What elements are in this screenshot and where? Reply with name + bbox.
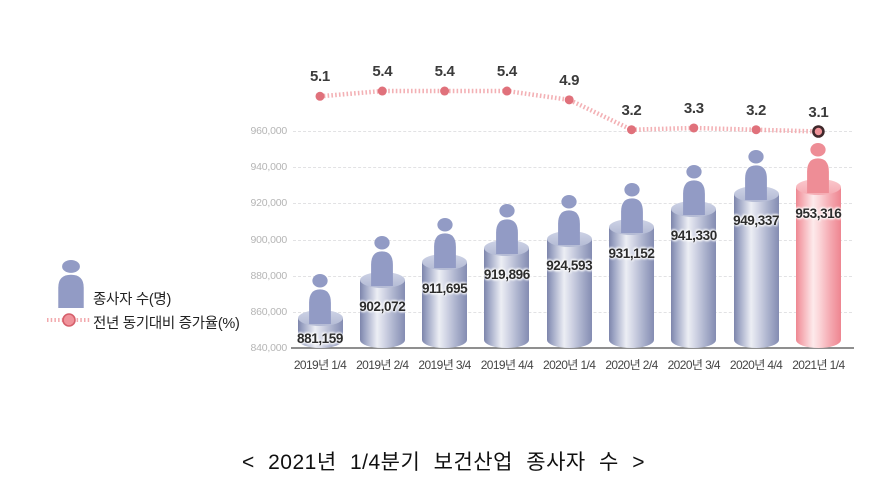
bar-value-label: 902,072 bbox=[359, 298, 406, 314]
person-icon bbox=[495, 203, 518, 254]
y-tick-label: 840,000 bbox=[250, 342, 287, 354]
line-point-label: 3.2 bbox=[746, 101, 767, 119]
bar-value-label: 911,695 bbox=[421, 281, 468, 297]
y-tick-label: 900,000 bbox=[250, 233, 287, 246]
x-tick-label: 2020년 3/4 bbox=[667, 358, 721, 372]
person-icon bbox=[433, 218, 456, 269]
person-icon bbox=[620, 183, 643, 234]
line-point bbox=[315, 91, 325, 101]
x-tick-label: 2020년 4/4 bbox=[729, 358, 783, 372]
line-point-label: 5.4 bbox=[496, 63, 517, 81]
bar-cylinder bbox=[484, 247, 530, 348]
y-tick-label: 940,000 bbox=[250, 161, 287, 174]
bar-cylinder bbox=[733, 194, 779, 348]
bar-value-label: 919,896 bbox=[483, 266, 530, 282]
plot-area: 840,000 860,000 880,000 900,000 920,000 940,0… bbox=[250, 63, 854, 372]
chart-title: < 2021년 1/4분기 보건산업 종사자 수 > bbox=[242, 451, 645, 474]
bar-cylinder bbox=[546, 239, 592, 348]
x-tick-label: 2019년 2/4 bbox=[356, 358, 409, 372]
person-icon bbox=[745, 150, 768, 201]
line-point-label: 3.2 bbox=[621, 101, 642, 119]
person-icon bbox=[682, 164, 705, 215]
line-point bbox=[564, 95, 574, 105]
legend-line-label: 전년 동기대비 증가율(%) bbox=[93, 316, 240, 332]
x-tick-label: 2019년 1/4 bbox=[293, 358, 347, 372]
y-tick-label: 880,000 bbox=[250, 269, 287, 282]
gridline bbox=[293, 167, 852, 169]
bar-value-label: 949,337 bbox=[733, 213, 780, 229]
person-icon bbox=[807, 143, 830, 194]
bar-value-label: 881,159 bbox=[297, 331, 343, 346]
bar-cylinder bbox=[609, 227, 654, 348]
line-point bbox=[440, 86, 450, 96]
bar-cylinder bbox=[795, 187, 841, 348]
x-tick-label: 2020년 1/4 bbox=[543, 358, 596, 372]
bar-cylinder bbox=[359, 279, 405, 348]
bar-value-label: 931,152 bbox=[608, 246, 655, 262]
line-point bbox=[751, 125, 761, 135]
x-axis-line bbox=[291, 347, 854, 349]
x-tick-label: 2021년 1/4 bbox=[792, 358, 845, 372]
x-tick-label: 2020년 2/4 bbox=[605, 358, 658, 372]
y-tick-label: 860,000 bbox=[250, 305, 287, 318]
x-tick-label: 2019년 3/4 bbox=[418, 358, 471, 372]
line-point-label: 3.3 bbox=[683, 99, 704, 117]
y-tick-label: 920,000 bbox=[250, 197, 287, 210]
y-tick-label: 960,000 bbox=[250, 125, 287, 137]
line-point-label: 5.4 bbox=[434, 63, 455, 81]
bar-cylinder bbox=[422, 262, 468, 348]
person-icon bbox=[309, 273, 331, 324]
bar-value-label: 924,593 bbox=[546, 258, 593, 274]
line-point-label: 5.4 bbox=[372, 63, 393, 81]
bar-value-label: 953,316 bbox=[795, 206, 842, 222]
person-icon bbox=[371, 235, 394, 286]
legend: 종사자 수(명) 전년 동기대비 증가율(%) bbox=[0, 0, 260, 420]
line-marker-icon bbox=[47, 313, 91, 327]
person-icon bbox=[558, 195, 581, 246]
line-point bbox=[377, 86, 387, 96]
gridline bbox=[293, 131, 852, 132]
x-tick-label: 2019년 4/4 bbox=[480, 358, 534, 372]
person-icon bbox=[58, 260, 84, 308]
line-point-label: 3.1 bbox=[808, 103, 829, 121]
bar-value-label: 941,330 bbox=[670, 227, 717, 243]
line-point-label: 4.9 bbox=[559, 71, 580, 89]
bar-cylinder bbox=[671, 208, 717, 348]
legend-bar-label: 종사자 수(명) bbox=[93, 292, 171, 308]
line-point bbox=[502, 86, 512, 96]
line-point-label: 5.1 bbox=[310, 68, 330, 86]
line-point bbox=[627, 125, 636, 135]
